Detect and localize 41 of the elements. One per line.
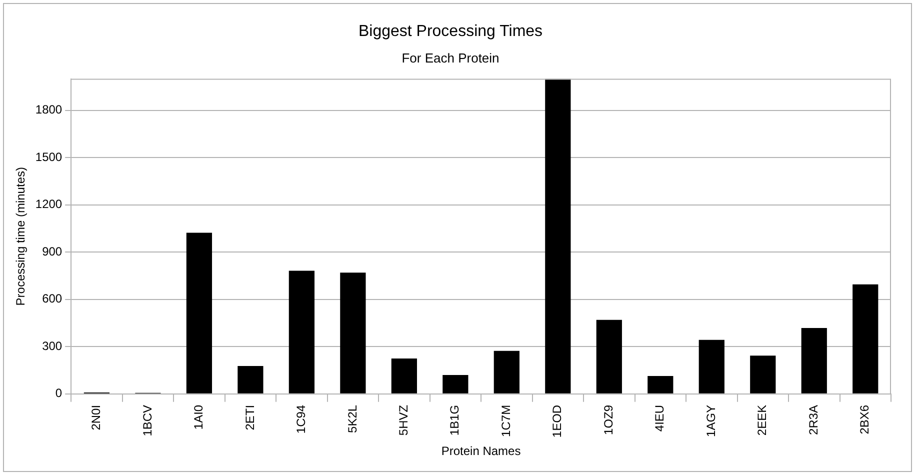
x-tick-label: 5HVZ (396, 404, 410, 436)
x-tick-label: 2EEK (755, 404, 770, 436)
bar (852, 284, 878, 394)
bar (648, 376, 674, 394)
y-tick-label: 1500 (35, 150, 62, 164)
x-tick-label: 2ETI (242, 404, 257, 430)
bar (596, 320, 622, 394)
y-tick-label: 1200 (35, 197, 62, 212)
x-tick-label: 2N0I (89, 404, 104, 430)
y-tick-label: 1800 (35, 102, 62, 117)
x-tick-label: 5K2L (345, 404, 360, 433)
x-tick-label: 1OZ9 (601, 404, 616, 435)
x-tick-label: 1BCV (140, 404, 154, 436)
x-axis-title: Protein Names (441, 444, 521, 458)
bar (238, 366, 264, 394)
chart-title: Biggest Processing Times (358, 23, 543, 40)
x-tick-label: 1AI0 (192, 404, 206, 430)
x-tick-label: 1EOD (550, 404, 564, 438)
bar (391, 358, 417, 394)
bar (801, 328, 827, 394)
y-tick-label: 0 (55, 386, 62, 400)
y-tick-label: 900 (42, 244, 62, 258)
bar (288, 270, 315, 394)
x-tick-label: 1AGY (704, 404, 718, 437)
bar (494, 350, 520, 394)
x-tick-label: 2R3A (806, 404, 820, 435)
y-tick-label: 300 (42, 338, 62, 353)
y-axis-title: Processing time (minutes) (14, 167, 28, 306)
x-tick-label: 1C94 (294, 404, 308, 434)
bar (545, 78, 571, 394)
y-tick-label: 600 (42, 292, 62, 306)
bar (698, 340, 724, 394)
chart-subtitle: For Each Protein (402, 50, 500, 66)
x-tick-label: 4IEU (652, 404, 667, 432)
bar (750, 356, 776, 394)
bar (186, 232, 212, 394)
bar (442, 375, 468, 394)
x-tick-label: 2BX6 (858, 404, 872, 434)
x-tick-label: 1C7M (498, 404, 513, 437)
x-tick-label: 1B1G (448, 404, 462, 436)
bar (340, 272, 366, 394)
